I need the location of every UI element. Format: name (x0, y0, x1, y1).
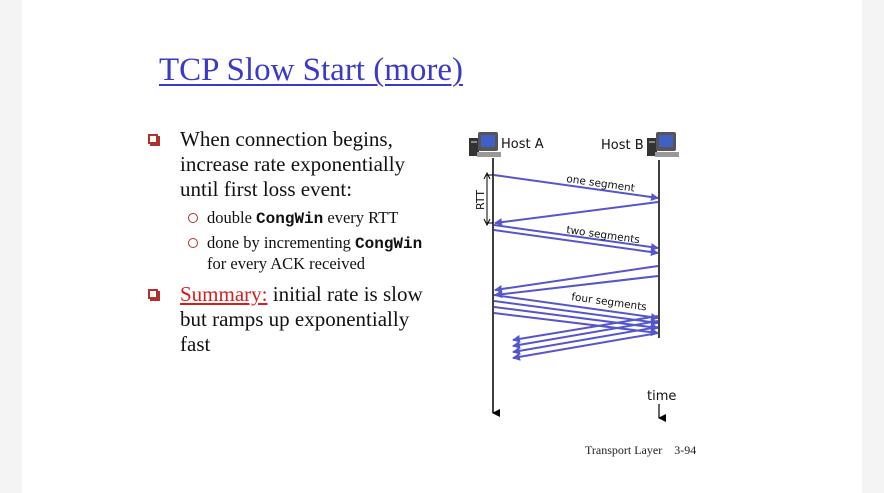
slow-start-diagram: Host A Host B RTT one segment two segmen… (469, 132, 679, 422)
one-segment-arrow (493, 174, 659, 201)
sub-bullet-increment: done by incrementing CongWin for every A… (145, 233, 425, 274)
sub-bullet-double: double CongWin every RTT (145, 208, 425, 229)
congwin-code: CongWin (355, 235, 423, 253)
footer-page-number: 3-94 (674, 443, 697, 457)
slide (22, 0, 862, 493)
four-segments-arrow (493, 306, 659, 332)
square-bullet-icon (148, 289, 160, 301)
footer-chapter: Transport Layer (585, 443, 663, 457)
square-bullet-icon (148, 134, 160, 146)
host-b-computer-icon (647, 132, 679, 157)
bullet-text: When connection begins, increase rate ex… (180, 127, 406, 201)
host-a-label: Host A (501, 137, 544, 152)
circle-bullet-icon (188, 213, 198, 223)
ack-arrow (512, 332, 659, 361)
time-label: time (647, 389, 676, 404)
slide-title: TCP Slow Start (more) (159, 52, 464, 88)
host-a-computer-icon (469, 132, 501, 157)
summary-text: initial rate is slow but ramps up expone… (180, 282, 423, 356)
ack-arrow (512, 320, 659, 349)
two-segments-arrow (493, 224, 659, 251)
ack-arrow (512, 315, 659, 343)
bullet-connection-begins: When connection begins, increase rate ex… (145, 127, 425, 202)
rtt-label: RTT (474, 190, 487, 210)
ack-arrow (512, 326, 659, 355)
ack-arrow (494, 201, 659, 227)
two-segments-label: two segments (566, 224, 641, 246)
bullet-summary: Summary: initial rate is slow but ramps … (145, 282, 425, 357)
two-segments-arrow (493, 229, 659, 256)
circle-bullet-icon (188, 238, 198, 248)
ack-arrow (494, 265, 659, 293)
rtt-bracket (483, 171, 493, 227)
summary-link[interactable]: Summary: (180, 282, 268, 306)
congwin-code: CongWin (256, 210, 324, 228)
four-segments-arrow (493, 294, 659, 321)
host-b-label: Host B (601, 138, 644, 153)
four-segments-arrow (493, 312, 659, 337)
four-segments-arrow (493, 300, 659, 327)
ack-arrow (494, 275, 659, 299)
one-segment-label: one segment (566, 173, 636, 194)
slide-footer: Transport Layer 3-94 (585, 443, 696, 458)
bullet-list: When connection begins, increase rate ex… (145, 127, 425, 363)
